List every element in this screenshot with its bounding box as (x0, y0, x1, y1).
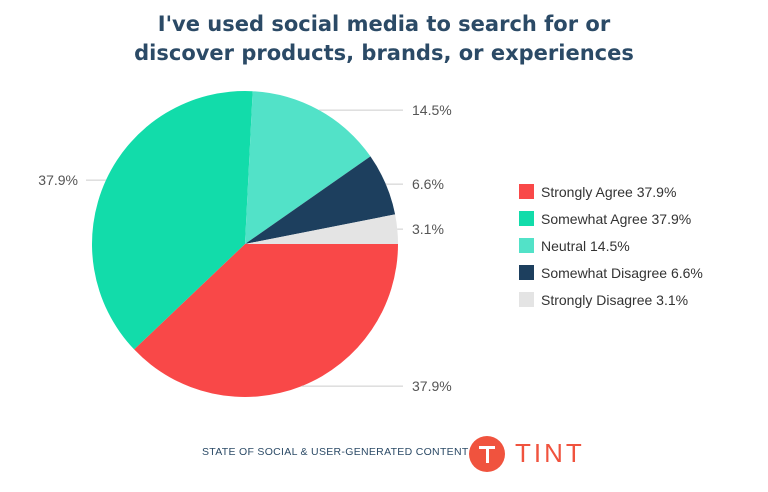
logo-t-stem (485, 448, 489, 463)
legend-swatch (519, 292, 534, 307)
chart-title-line-2: discover products, brands, or experience… (134, 41, 634, 65)
legend-label: Somewhat Disagree 6.6% (541, 264, 703, 281)
pie-slice-somewhat-agree[interactable] (92, 91, 253, 350)
legend-label: Neutral 14.5% (541, 237, 630, 254)
legend-swatch (519, 238, 534, 253)
data-label-somewhat-agree: 37.9% (38, 172, 78, 188)
legend-swatch (519, 265, 534, 280)
pie-slice-neutral[interactable] (245, 91, 371, 245)
pie-slice-strongly-disagree[interactable] (245, 214, 398, 244)
logo-t-bar (479, 446, 495, 449)
legend-item-neutral[interactable]: Neutral 14.5% (519, 234, 703, 257)
legend-label: Strongly Agree 37.9% (541, 183, 677, 200)
legend-label: Strongly Disagree 3.1% (541, 291, 689, 308)
data-label-neutral: 14.5% (412, 102, 452, 118)
footer-report-title: STATE OF SOCIAL & USER-GENERATED CONTENT (202, 446, 469, 458)
data-label-somewhat-disagree: 6.6% (412, 176, 444, 192)
legend-swatch (519, 184, 534, 199)
pie-slice-somewhat-disagree[interactable] (245, 156, 396, 244)
footer: STATE OF SOCIAL & USER-GENERATED CONTENT… (0, 432, 768, 476)
chart-title-line-1: I've used social media to search for or (157, 12, 611, 36)
tint-t-logo-icon (469, 436, 505, 472)
legend-label: Somewhat Agree 37.9% (541, 210, 692, 227)
legend-item-somewhat-disagree[interactable]: Somewhat Disagree 6.6% (519, 261, 703, 284)
tint-logo-text: TINT (515, 438, 585, 468)
data-label-strongly-disagree: 3.1% (412, 221, 444, 237)
chart-legend: Strongly Agree 37.9% Somewhat Agree 37.9… (519, 180, 703, 315)
data-label-strongly-agree: 37.9% (412, 378, 452, 394)
legend-item-strongly-disagree[interactable]: Strongly Disagree 3.1% (519, 288, 703, 311)
legend-item-somewhat-agree[interactable]: Somewhat Agree 37.9% (519, 207, 703, 230)
chart-title: I've used social media to search for or … (0, 10, 768, 68)
pie-slice-strongly-agree[interactable] (134, 244, 399, 398)
legend-swatch (519, 211, 534, 226)
legend-item-strongly-agree[interactable]: Strongly Agree 37.9% (519, 180, 703, 203)
